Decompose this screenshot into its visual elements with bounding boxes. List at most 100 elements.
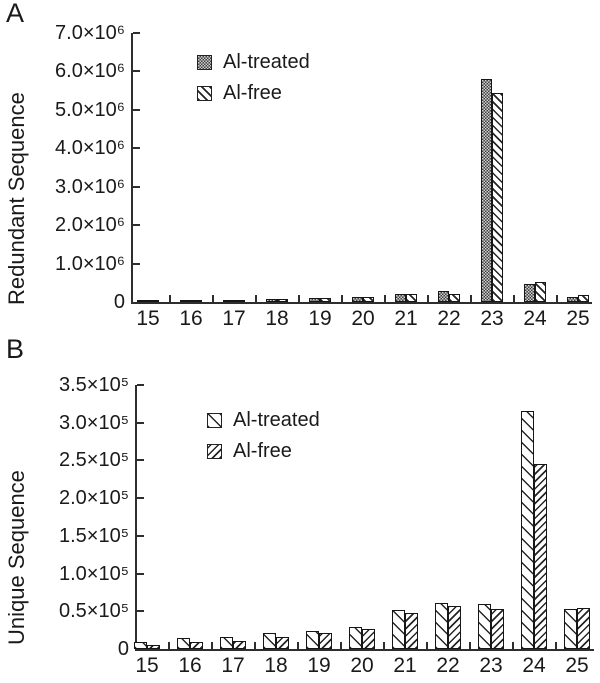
y-tick-label: 3.0×10⁶ [55,175,125,198]
x-tick-mark [511,642,514,649]
x-tick-label: 24 [523,307,547,330]
y-tick-mark [133,108,140,111]
y-tick-mark [137,497,144,500]
x-tick-mark [555,295,558,302]
x-tick-mark [426,295,429,302]
y-tick-mark [137,572,144,575]
bar-al-free-23 [491,609,504,649]
y-tick-label: 2.5×10⁵ [58,449,129,472]
bar-al-treated-22 [435,603,448,649]
bar-al-free-22 [449,294,460,302]
x-tick-label: 22 [436,654,460,677]
x-tick-label: 19 [308,307,332,330]
bar-al-treated-21 [395,294,406,302]
bar-al-treated-15 [134,642,147,649]
bar-al-free-20 [363,297,374,302]
al-treated-swatch-icon [197,54,212,70]
x-tick-label: 20 [351,307,375,330]
bar-al-treated-19 [306,631,319,649]
y-axis-line [131,33,133,304]
x-tick-label: 22 [437,307,461,330]
bar-al-treated-24 [521,411,534,649]
panel-a-letter: A [6,0,25,28]
x-tick-label: 18 [265,307,289,330]
bar-al-free-21 [405,613,418,649]
x-tick-label: 24 [522,654,546,677]
y-tick-mark [133,147,140,150]
legend-item-al-free: Al-free [197,82,310,104]
y-tick-label: 3.5×10⁵ [58,374,129,396]
bar-al-treated-23 [481,79,492,302]
legend-label: Al-free [223,82,282,104]
x-tick-label: 25 [565,654,589,677]
bar-al-free-23 [492,93,503,302]
legend-item-al-treated: Al-treated [197,51,310,73]
al-treated-swatch-icon [207,412,222,428]
legend-item-al-treated: Al-treated [207,409,320,431]
x-tick-label: 23 [479,654,503,677]
x-tick-label: 21 [394,307,418,330]
bar-al-treated-18 [266,299,277,302]
bar-al-free-19 [320,298,331,302]
bar-al-free-15 [148,300,159,302]
y-tick-mark [137,459,144,462]
x-tick-label: 17 [222,307,246,330]
bar-al-treated-23 [478,604,491,649]
x-tick-mark [382,642,385,649]
y-tick-mark [137,384,144,386]
y-tick-label: 1.0×10⁶ [55,252,125,275]
x-tick-label: 18 [264,654,288,677]
x-axis-line [135,649,594,651]
bar-al-free-16 [191,300,202,302]
panel-a-legend: Al-treated Al-free [197,51,310,113]
x-tick-mark [296,642,299,649]
y-tick-mark [133,32,140,34]
legend-label: Al-free [233,440,292,462]
y-tick-label: 3.0×10⁵ [58,411,129,434]
y-tick-label: 6.0×10⁶ [55,60,125,83]
x-tick-mark [253,642,256,649]
bar-al-free-18 [276,637,289,649]
legend-label: Al-treated [223,51,310,73]
bar-al-free-21 [406,294,417,302]
bar-al-free-25 [578,295,589,302]
bar-al-free-15 [147,645,160,649]
x-tick-mark [168,295,171,302]
x-tick-label: 21 [393,654,417,677]
bar-al-free-18 [277,299,288,302]
bar-al-treated-22 [438,291,449,302]
y-tick-mark [137,534,144,537]
bar-al-free-17 [233,641,246,649]
bar-al-treated-20 [352,297,363,302]
y-tick-mark [137,421,144,424]
y-tick-mark [133,70,140,73]
bar-al-treated-20 [349,627,362,649]
y-tick-label: 2.0×10⁶ [55,214,125,237]
x-tick-mark [512,295,515,302]
bar-al-treated-21 [392,610,405,649]
y-axis-line [135,385,137,651]
bar-al-free-16 [190,642,203,649]
panel-b-legend: Al-treated Al-free [207,409,320,471]
bar-al-free-25 [577,608,590,649]
y-tick-label: 0 [113,291,125,313]
y-tick-mark [133,224,140,227]
bar-al-treated-17 [223,300,234,302]
x-tick-mark [554,642,557,649]
bar-al-free-22 [448,606,461,649]
x-tick-label: 25 [566,307,590,330]
x-tick-mark [210,642,213,649]
y-tick-mark [137,610,144,613]
panel-b-letter: B [6,334,25,364]
y-tick-label: 7.0×10⁶ [55,22,125,44]
bar-al-treated-24 [524,284,535,302]
y-tick-label: 2.0×10⁵ [58,487,129,510]
x-tick-label: 19 [307,654,331,677]
bar-al-treated-18 [263,633,276,649]
al-free-swatch-icon [207,443,222,459]
x-tick-label: 16 [178,654,202,677]
bar-al-treated-15 [137,300,148,302]
bar-al-free-24 [534,464,547,649]
y-tick-label: 0.5×10⁵ [58,600,129,623]
y-tick-mark [133,185,140,188]
